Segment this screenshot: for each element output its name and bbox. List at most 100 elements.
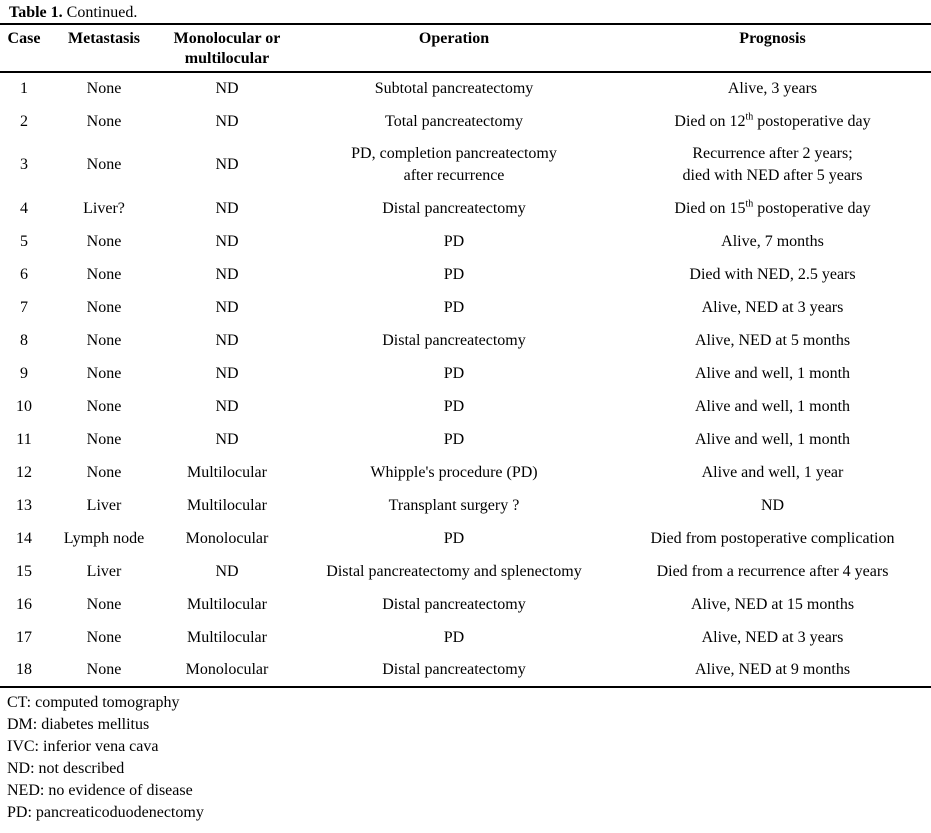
cell-line: None bbox=[48, 111, 160, 133]
cell-line: None bbox=[48, 429, 160, 451]
text-segment: Died on 12 bbox=[674, 112, 746, 130]
cell-line: PD bbox=[294, 627, 614, 649]
cell-operation: Distal pancreatectomy bbox=[294, 192, 614, 225]
text-segment: Alive, 7 months bbox=[721, 232, 824, 250]
text-segment: None bbox=[86, 331, 122, 349]
cell-line: ND bbox=[160, 429, 294, 451]
column-header-locularity: Monolocular or multilocular bbox=[160, 25, 294, 73]
text-segment: 5 bbox=[20, 232, 28, 250]
table-row-case-3: 3 None ND PD, completion pancreatectomy a… bbox=[0, 138, 931, 192]
table-row-case-9: 9 None ND PD Alive and well, 1 month bbox=[0, 357, 931, 390]
text-segment: ND bbox=[215, 80, 239, 97]
cell-operation: PD bbox=[294, 291, 614, 324]
text-segment: ND bbox=[215, 265, 239, 283]
text-segment: 18 bbox=[16, 661, 32, 678]
cell-locularity: Multilocular bbox=[160, 489, 294, 522]
cell-metastasis: None bbox=[48, 324, 160, 357]
text-segment: 8 bbox=[20, 331, 28, 349]
text-segment: None bbox=[86, 232, 122, 250]
text-segment: 11 bbox=[16, 430, 32, 448]
cell-prognosis: Alive, NED at 15 months bbox=[614, 588, 931, 621]
cell-metastasis: None bbox=[48, 390, 160, 423]
text-segment: Multilocular bbox=[187, 595, 267, 613]
text-segment: ND bbox=[215, 397, 239, 415]
cell-line: ND bbox=[160, 154, 294, 176]
footnote-ivc: IVC: inferior vena cava bbox=[7, 738, 159, 755]
cell-line: Distal pancreatectomy bbox=[294, 330, 614, 352]
cell-locularity: ND bbox=[160, 357, 294, 390]
text-segment: 13 bbox=[16, 496, 32, 514]
table-row-case-4: 4 Liver? ND Distal pancreatectomy Died o… bbox=[0, 192, 931, 225]
cell-line: after recurrence bbox=[294, 165, 614, 187]
text-segment: 6 bbox=[20, 265, 28, 283]
text-segment: PD, completion pancreatectomy bbox=[351, 145, 557, 162]
footnote-dm: DM: diabetes mellitus bbox=[7, 716, 150, 733]
text-segment: None bbox=[86, 80, 122, 97]
cell-line: 16 bbox=[0, 594, 48, 616]
cell-operation: PD bbox=[294, 423, 614, 456]
cell-metastasis: None bbox=[48, 423, 160, 456]
text-segment: None bbox=[86, 265, 122, 283]
cell-line: Distal pancreatectomy bbox=[294, 594, 614, 616]
cell-operation: Transplant surgery ? bbox=[294, 489, 614, 522]
column-header-metastasis: Metastasis bbox=[48, 25, 160, 73]
table-row-case-16: 16 None Multilocular Distal pancreatecto… bbox=[0, 588, 931, 621]
cell-case: 11 bbox=[0, 423, 48, 456]
footnote-nd: ND: not described bbox=[7, 760, 125, 777]
text-segment: PD bbox=[443, 430, 465, 448]
column-header-operation: Operation bbox=[294, 25, 614, 73]
cell-prognosis: Alive, NED at 9 months bbox=[614, 654, 931, 688]
cell-prognosis: Alive, NED at 5 months bbox=[614, 324, 931, 357]
cell-operation: Whipple's procedure (PD) bbox=[294, 456, 614, 489]
text-segment: PD bbox=[443, 397, 465, 415]
text-segment: 1 bbox=[20, 80, 28, 97]
cell-locularity: ND bbox=[160, 555, 294, 588]
table-row-case-10: 10 None ND PD Alive and well, 1 month bbox=[0, 390, 931, 423]
text-segment: 15 bbox=[16, 562, 32, 580]
cell-line: Multilocular bbox=[160, 594, 294, 616]
table-row-case-18: 18 None Monolocular Distal pancreatectom… bbox=[0, 654, 931, 688]
text-segment: Lymph node bbox=[63, 529, 145, 547]
cell-prognosis: Alive and well, 1 month bbox=[614, 357, 931, 390]
cell-line: None bbox=[48, 594, 160, 616]
cell-line: Multilocular bbox=[160, 462, 294, 484]
text-segment: ND bbox=[215, 156, 239, 173]
text-segment: Distal pancreatectomy and splenectomy bbox=[326, 562, 582, 580]
cell-line: None bbox=[48, 363, 160, 385]
footnote-ct: CT: computed tomography bbox=[7, 694, 180, 711]
text-segment: ND bbox=[215, 331, 239, 349]
cell-case: 13 bbox=[0, 489, 48, 522]
cell-prognosis: Died on 15th postoperative day bbox=[614, 192, 931, 225]
cell-prognosis: Alive, 7 months bbox=[614, 225, 931, 258]
text-segment: Whipple's procedure (PD) bbox=[370, 463, 538, 481]
cell-line: Alive and well, 1 month bbox=[614, 363, 931, 385]
cell-line: Monolocular bbox=[160, 659, 294, 681]
cell-metastasis: None bbox=[48, 258, 160, 291]
cell-operation: Distal pancreatectomy bbox=[294, 654, 614, 688]
cell-line: 12 bbox=[0, 462, 48, 484]
cell-prognosis: Died on 12th postoperative day bbox=[614, 105, 931, 138]
cell-line: Total pancreatectomy bbox=[294, 111, 614, 133]
cell-operation: Distal pancreatectomy bbox=[294, 324, 614, 357]
cell-line: None bbox=[48, 78, 160, 100]
text-segment: Liver bbox=[86, 496, 122, 514]
cell-line: Died with NED, 2.5 years bbox=[614, 264, 931, 286]
cell-line: Died from a recurrence after 4 years bbox=[614, 561, 931, 583]
text-segment: postoperative day bbox=[753, 112, 871, 130]
cell-prognosis: Recurrence after 2 years; died with NED a… bbox=[614, 138, 931, 192]
text-segment: Multilocular bbox=[187, 628, 267, 646]
cell-line: Transplant surgery ? bbox=[294, 495, 614, 517]
table-title-suffix: Continued. bbox=[62, 4, 138, 21]
text-segment: 16 bbox=[16, 595, 32, 613]
table-row-case-2: 2 None ND Total pancreatectomy Died on 1… bbox=[0, 105, 931, 138]
cell-locularity: Multilocular bbox=[160, 621, 294, 654]
cell-locularity: ND bbox=[160, 291, 294, 324]
cell-line: Liver bbox=[48, 495, 160, 517]
text-segment: PD bbox=[443, 529, 465, 547]
cell-operation: PD bbox=[294, 390, 614, 423]
cell-case: 5 bbox=[0, 225, 48, 258]
text-segment: 12 bbox=[16, 463, 32, 481]
text-segment: 2 bbox=[20, 112, 28, 130]
cell-line: PD, completion pancreatectomy bbox=[294, 143, 614, 165]
